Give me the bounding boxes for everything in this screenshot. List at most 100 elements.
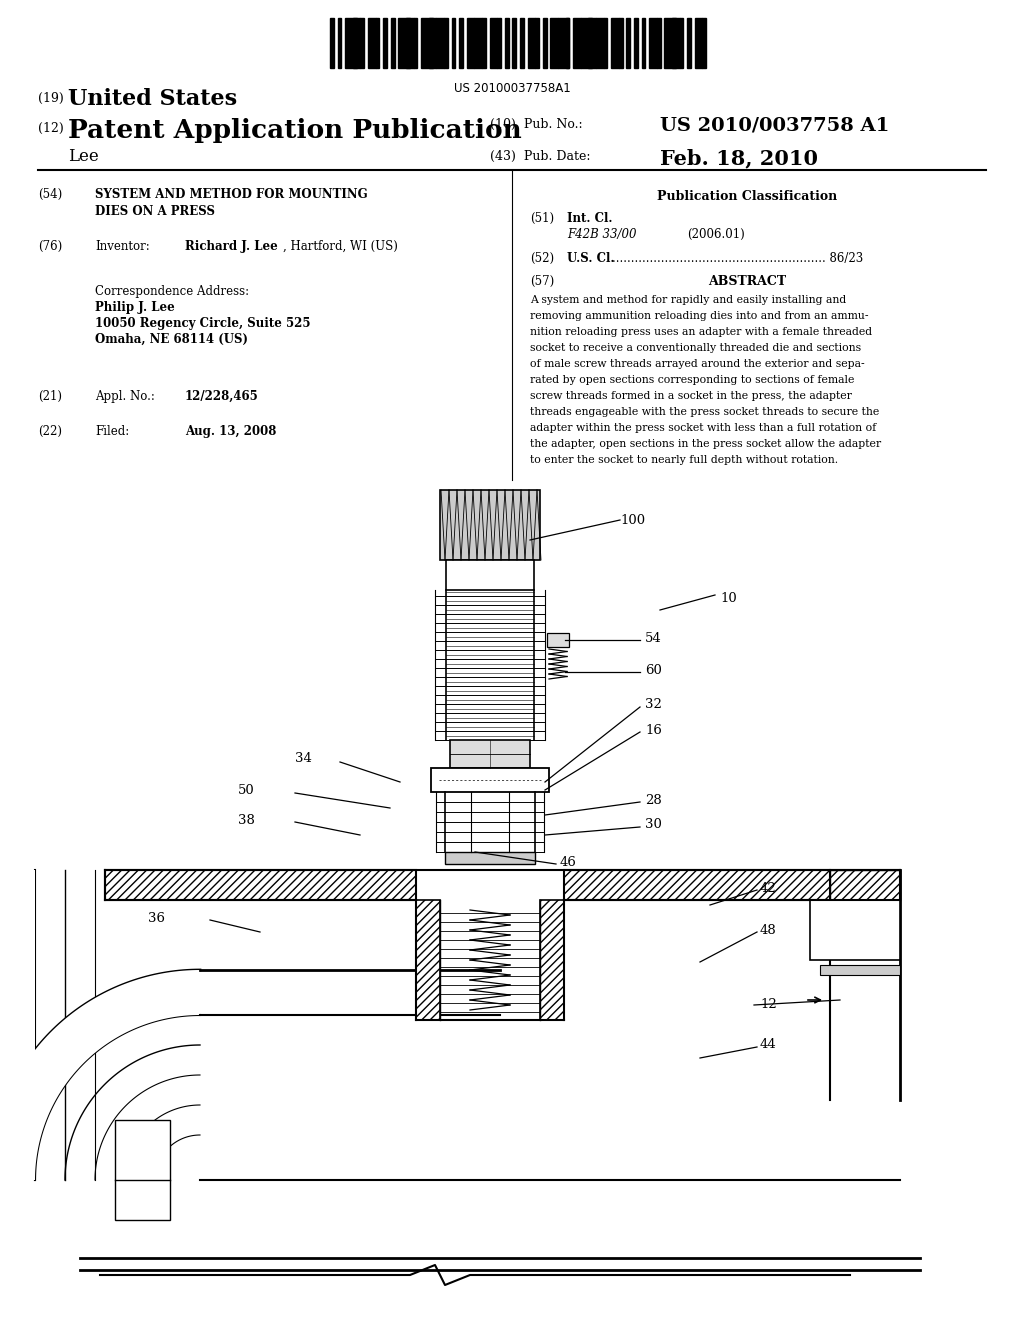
Bar: [820, 965, 900, 975]
Bar: [536, 18, 539, 69]
Text: US 20100037758A1: US 20100037758A1: [454, 82, 570, 95]
Text: Aug. 13, 2008: Aug. 13, 2008: [185, 425, 276, 438]
Text: US 2010/0037758 A1: US 2010/0037758 A1: [660, 116, 890, 135]
Text: United States: United States: [68, 88, 238, 110]
Text: Richard J. Lee: Richard J. Lee: [185, 240, 278, 253]
Bar: [596, 18, 603, 69]
Bar: [398, 18, 410, 69]
Bar: [527, 18, 536, 69]
Text: (76): (76): [38, 240, 62, 253]
Bar: [431, 768, 549, 792]
Bar: [665, 18, 676, 69]
Text: Appl. No.:: Appl. No.:: [95, 389, 155, 403]
Bar: [649, 18, 656, 69]
Text: (51): (51): [530, 213, 554, 224]
Text: 54: 54: [645, 631, 662, 644]
Text: (57): (57): [530, 275, 554, 288]
Bar: [589, 18, 596, 69]
Text: 42: 42: [760, 882, 777, 895]
Bar: [687, 18, 691, 69]
Text: screw threads formed in a socket in the press, the adapter: screw threads formed in a socket in the …: [530, 391, 852, 401]
Bar: [565, 18, 569, 69]
Text: of male screw threads arrayed around the exterior and sepa-: of male screw threads arrayed around the…: [530, 359, 864, 370]
Text: 32: 32: [645, 698, 662, 711]
Bar: [406, 18, 414, 69]
Bar: [702, 18, 707, 69]
Bar: [695, 18, 702, 69]
Text: A system and method for rapidly and easily installing and: A system and method for rapidly and easi…: [530, 294, 846, 305]
Bar: [391, 18, 394, 69]
Text: 100: 100: [620, 513, 645, 527]
Bar: [360, 18, 365, 69]
Text: 28: 28: [645, 793, 662, 807]
Text: 12/228,465: 12/228,465: [185, 389, 259, 403]
Bar: [672, 18, 680, 69]
Text: 10: 10: [720, 591, 736, 605]
Bar: [416, 900, 440, 1020]
Bar: [0, 870, 35, 1180]
Bar: [450, 741, 530, 768]
Bar: [445, 851, 535, 865]
Bar: [376, 18, 380, 69]
Bar: [543, 18, 547, 69]
Bar: [810, 900, 900, 960]
Text: 12: 12: [760, 998, 777, 1011]
Bar: [330, 18, 334, 69]
Text: (2006.01): (2006.01): [687, 228, 744, 242]
Bar: [440, 900, 540, 1020]
Bar: [680, 18, 683, 69]
Text: ......................................................... 86/23: ........................................…: [612, 252, 863, 265]
Bar: [414, 18, 418, 69]
Text: adapter within the press socket with less than a full rotation of: adapter within the press socket with les…: [530, 422, 877, 433]
Text: , Hartford, WI (US): , Hartford, WI (US): [283, 240, 398, 253]
Text: 10050 Regency Circle, Suite 525: 10050 Regency Circle, Suite 525: [95, 317, 310, 330]
Bar: [444, 18, 447, 69]
Bar: [368, 18, 376, 69]
Bar: [611, 18, 618, 69]
Text: rated by open sections corresponding to sections of female: rated by open sections corresponding to …: [530, 375, 854, 385]
Bar: [452, 18, 456, 69]
Text: (12): (12): [38, 121, 63, 135]
Text: F42B 33/00: F42B 33/00: [567, 228, 637, 242]
Text: U.S. Cl.: U.S. Cl.: [567, 252, 614, 265]
Text: the adapter, open sections in the press socket allow the adapter: the adapter, open sections in the press …: [530, 440, 881, 449]
Bar: [520, 18, 524, 69]
Text: Omaha, NE 68114 (US): Omaha, NE 68114 (US): [95, 333, 248, 346]
Bar: [581, 18, 592, 69]
Bar: [573, 18, 581, 69]
Text: (10)  Pub. No.:: (10) Pub. No.:: [490, 117, 583, 131]
Bar: [540, 900, 564, 1020]
Text: removing ammunition reloading dies into and from an ammu-: removing ammunition reloading dies into …: [530, 312, 868, 321]
Text: 16: 16: [645, 723, 662, 737]
Bar: [353, 18, 360, 69]
Bar: [436, 18, 444, 69]
Bar: [656, 18, 660, 69]
Bar: [440, 490, 540, 560]
Text: 34: 34: [295, 751, 312, 764]
Bar: [564, 870, 900, 900]
Bar: [618, 18, 623, 69]
Bar: [115, 1119, 170, 1220]
Text: (19): (19): [38, 92, 63, 106]
Polygon shape: [0, 970, 200, 1180]
Text: (22): (22): [38, 425, 62, 438]
Text: 30: 30: [645, 818, 662, 832]
Bar: [498, 18, 501, 69]
Bar: [603, 18, 607, 69]
Text: (54): (54): [38, 187, 62, 201]
Text: Feb. 18, 2010: Feb. 18, 2010: [660, 148, 818, 168]
Text: (52): (52): [530, 252, 554, 265]
Text: Correspondence Address:: Correspondence Address:: [95, 285, 249, 298]
Bar: [558, 18, 569, 69]
Bar: [634, 18, 638, 69]
Bar: [474, 18, 482, 69]
Text: ABSTRACT: ABSTRACT: [709, 275, 786, 288]
Text: 50: 50: [238, 784, 255, 796]
Bar: [627, 18, 630, 69]
Text: Filed:: Filed:: [95, 425, 129, 438]
Text: 44: 44: [760, 1039, 777, 1052]
Bar: [421, 18, 432, 69]
Text: Patent Application Publication: Patent Application Publication: [68, 117, 522, 143]
Text: Inventor:: Inventor:: [95, 240, 150, 253]
Bar: [642, 18, 645, 69]
